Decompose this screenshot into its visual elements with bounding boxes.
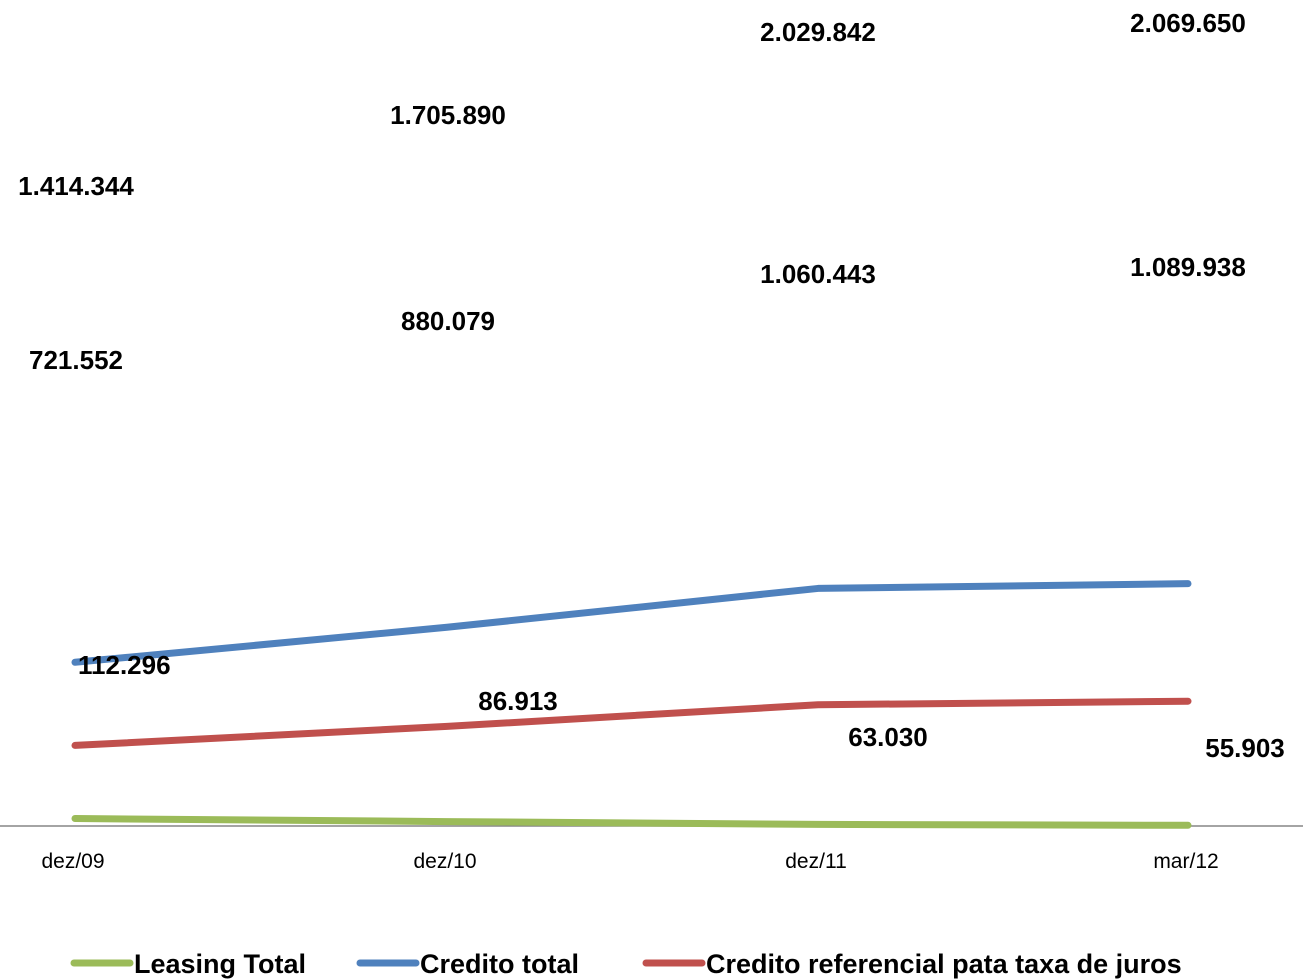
data-labels: 112.296 86.913 63.030 55.903 1.414.344 1.705.… (18, 8, 1285, 763)
legend-item-credito-referencial-pata-taxa-de-juros: Credito referencial pata taxa de juros (642, 949, 1182, 979)
data-label: 2.029.842 (760, 17, 876, 47)
series-lines (71, 580, 1192, 829)
data-label: 112.296 (78, 650, 171, 680)
data-label: 1.060.443 (760, 259, 876, 289)
data-label: 721.552 (29, 345, 123, 375)
legend: Leasing Total Credito total Credito refere… (70, 949, 1182, 979)
legend-item-leasing-total: Leasing Total (70, 949, 306, 979)
data-label: 1.414.344 (18, 171, 134, 201)
x-axis-tick-labels: dez/09 dez/10 dez/11 mar/12 (41, 850, 1218, 873)
data-label: 63.030 (848, 722, 928, 752)
x-tick-label: mar/12 (1153, 850, 1218, 873)
series-line-leasing-total (71, 815, 1192, 829)
series-line-credito-referencial-pata-taxa-de-juros (71, 697, 1192, 749)
x-tick-label: dez/09 (41, 850, 104, 873)
data-label: 1.089.938 (1130, 252, 1246, 282)
series-line-credito-total (71, 580, 1192, 666)
data-label: 1.705.890 (390, 100, 506, 130)
data-label: 55.903 (1205, 733, 1285, 763)
x-tick-label: dez/11 (785, 850, 847, 873)
data-label: 2.069.650 (1130, 8, 1246, 38)
data-label: 880.079 (401, 306, 495, 336)
legend-item-credito-total: Credito total (356, 949, 579, 979)
x-tick-label: dez/10 (413, 850, 476, 873)
data-label: 86.913 (478, 686, 558, 716)
legend-label: Credito referencial pata taxa de juros (706, 949, 1182, 979)
legend-label: Credito total (420, 949, 579, 979)
legend-label: Leasing Total (134, 949, 306, 979)
